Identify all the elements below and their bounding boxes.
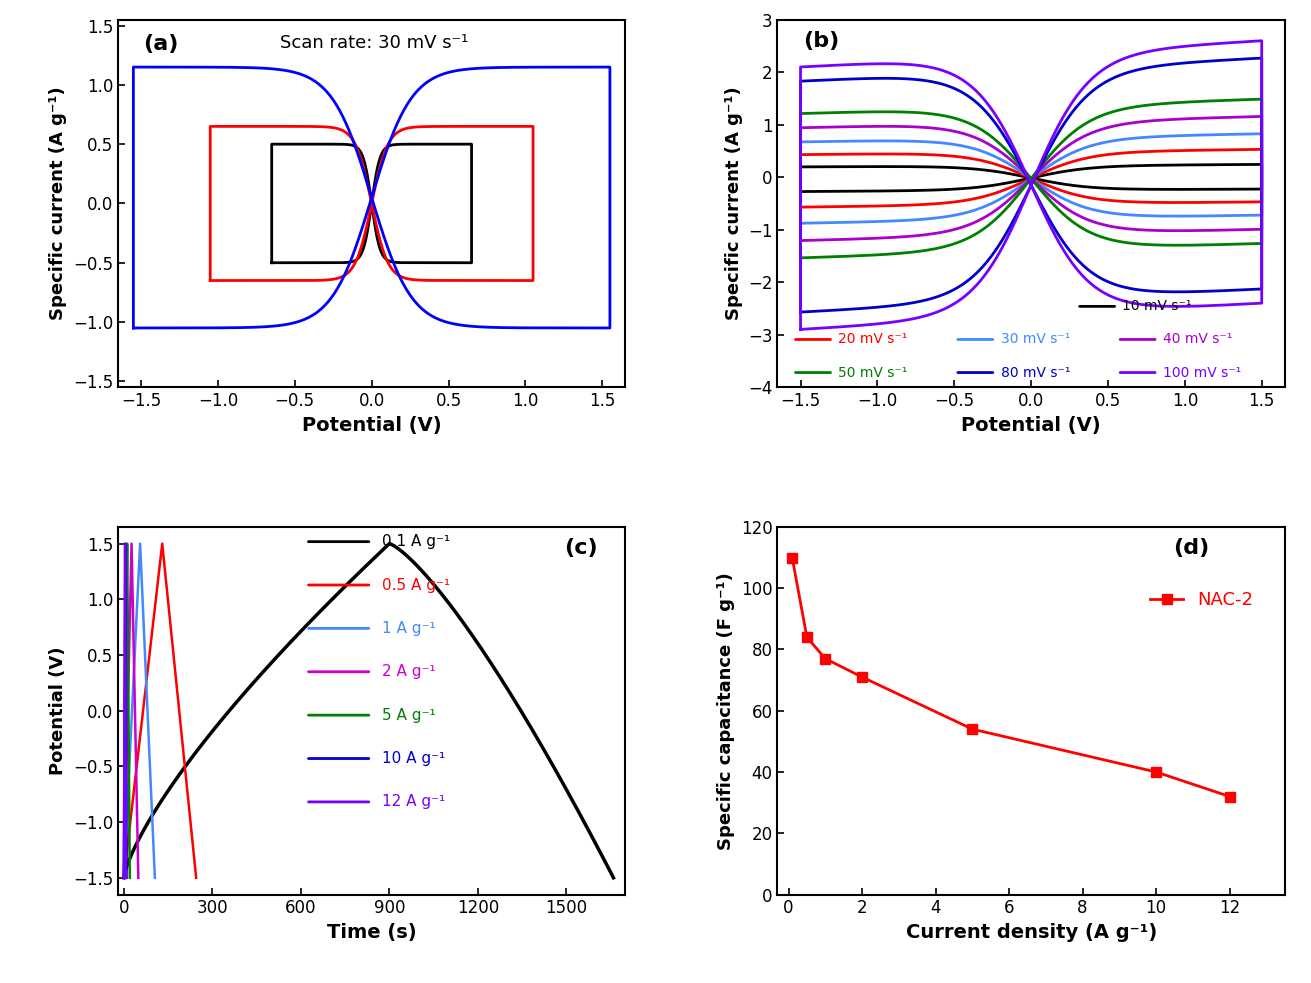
Text: 20 mV s⁻¹: 20 mV s⁻¹ (838, 332, 907, 346)
X-axis label: Potential (V): Potential (V) (961, 416, 1101, 434)
Text: 10 mV s⁻¹: 10 mV s⁻¹ (1122, 300, 1192, 314)
Text: (d): (d) (1173, 538, 1210, 558)
Text: 30 mV s⁻¹: 30 mV s⁻¹ (1000, 332, 1070, 346)
X-axis label: Potential (V): Potential (V) (302, 416, 442, 434)
Y-axis label: Potential (V): Potential (V) (50, 647, 67, 775)
Y-axis label: Specific current (A g⁻¹): Specific current (A g⁻¹) (725, 87, 742, 320)
Text: (c): (c) (565, 538, 598, 558)
Text: (b): (b) (802, 30, 839, 51)
Text: 0.5 A g⁻¹: 0.5 A g⁻¹ (382, 578, 450, 593)
Text: Scan rate: 30 mV s⁻¹: Scan rate: 30 mV s⁻¹ (281, 34, 469, 52)
Text: 12 A g⁻¹: 12 A g⁻¹ (382, 794, 444, 809)
X-axis label: Current density (A g⁻¹): Current density (A g⁻¹) (906, 923, 1156, 942)
Text: 100 mV s⁻¹: 100 mV s⁻¹ (1163, 366, 1242, 379)
Text: 80 mV s⁻¹: 80 mV s⁻¹ (1000, 366, 1070, 379)
Text: 1 A g⁻¹: 1 A g⁻¹ (382, 621, 435, 636)
Y-axis label: Specific current (A g⁻¹): Specific current (A g⁻¹) (50, 87, 67, 320)
Text: 50 mV s⁻¹: 50 mV s⁻¹ (838, 366, 907, 379)
X-axis label: Time (s): Time (s) (326, 923, 417, 942)
Y-axis label: Specific capacitance (F g⁻¹): Specific capacitance (F g⁻¹) (717, 572, 735, 849)
Legend: NAC-2: NAC-2 (1143, 584, 1261, 616)
Text: 5 A g⁻¹: 5 A g⁻¹ (382, 708, 435, 723)
Text: 0.1 A g⁻¹: 0.1 A g⁻¹ (382, 534, 450, 549)
Text: (a): (a) (143, 34, 178, 54)
Text: 10 A g⁻¹: 10 A g⁻¹ (382, 751, 444, 766)
Text: 2 A g⁻¹: 2 A g⁻¹ (382, 665, 435, 679)
Text: 40 mV s⁻¹: 40 mV s⁻¹ (1163, 332, 1232, 346)
